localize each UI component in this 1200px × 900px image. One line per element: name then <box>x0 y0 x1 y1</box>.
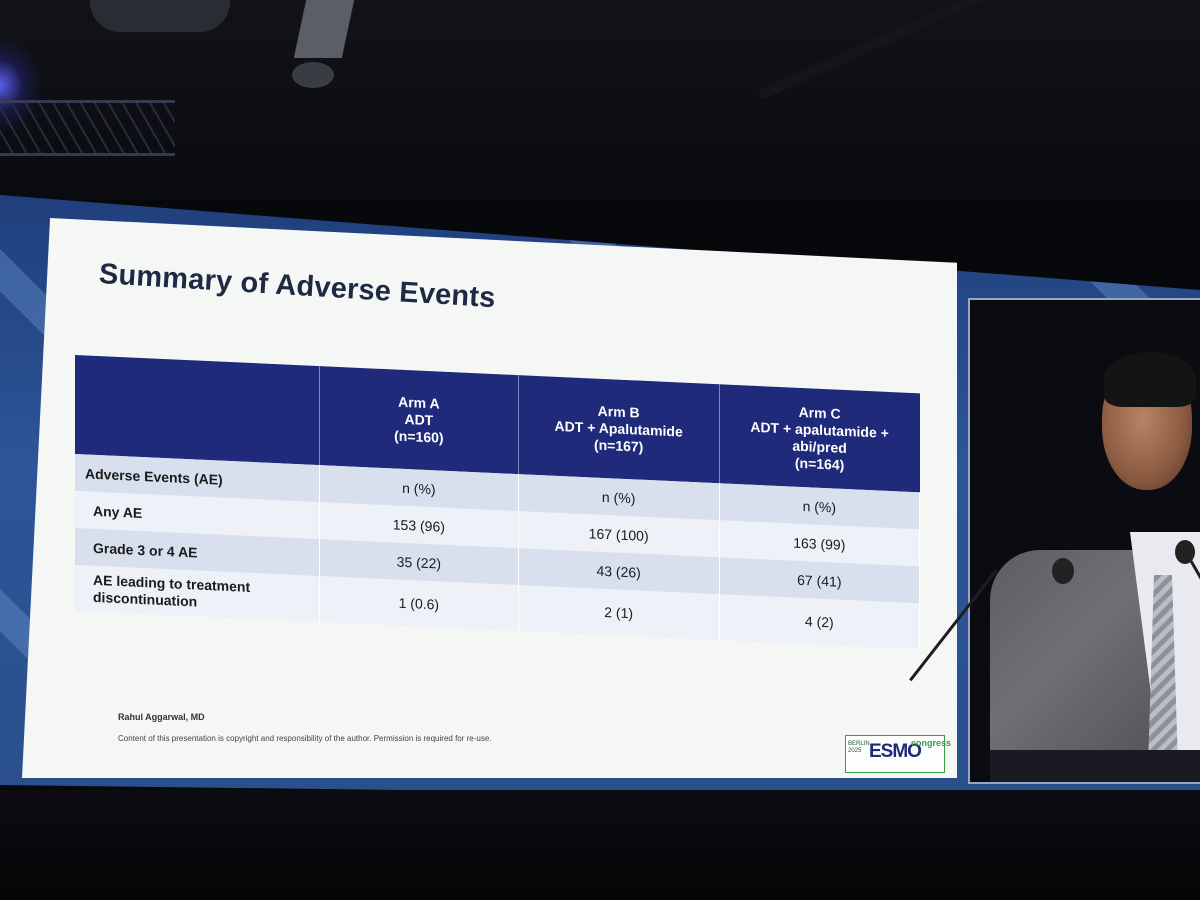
ceiling-rafter <box>757 0 1200 100</box>
cell-arm-a: 1 (0.6) <box>319 576 519 632</box>
speaker-hair <box>1104 352 1196 407</box>
copyright-note: Content of this presentation is copyrigh… <box>118 734 492 743</box>
ceiling <box>0 0 1200 200</box>
lighting-truss <box>0 100 175 156</box>
podium <box>990 750 1200 782</box>
ceiling-beam <box>293 0 355 58</box>
adverse-events-table-wrap: Arm A ADT (n=160) Arm B ADT + Apalutamid… <box>75 355 920 650</box>
auditorium-floor <box>0 790 1200 900</box>
logo-city: BERLIN <box>848 741 870 747</box>
header-arm-b: Arm B ADT + Apalutamide (n=167) <box>518 375 720 484</box>
header-arm-a: Arm A ADT (n=160) <box>319 366 519 475</box>
ceiling-pipe <box>90 0 230 32</box>
microphone-icon <box>1175 540 1195 564</box>
slide-author: Rahul Aggarwal, MD <box>118 712 205 722</box>
cell-arm-b: 2 (1) <box>518 585 720 641</box>
logo-city-year: BERLIN 2025 <box>848 741 870 755</box>
logo-word: congress <box>911 738 952 748</box>
microphone-icon <box>1052 558 1074 584</box>
spotlight <box>292 62 334 88</box>
adverse-events-table: Arm A ADT (n=160) Arm B ADT + Apalutamid… <box>75 355 920 650</box>
logo-brand: ESMO <box>869 741 922 762</box>
logo-frame <box>845 735 945 773</box>
cell-arm-c: 4 (2) <box>719 594 920 650</box>
esmo-congress-logo: BERLIN 2025 ESMO congress <box>845 735 955 773</box>
header-arm-c: Arm C ADT + apalutamide + abi/pred (n=16… <box>719 384 920 493</box>
logo-year: 2025 <box>848 748 862 754</box>
header-blank <box>75 355 320 466</box>
speaker-video-inset <box>909 298 1200 784</box>
speaker-tie <box>1148 575 1178 782</box>
